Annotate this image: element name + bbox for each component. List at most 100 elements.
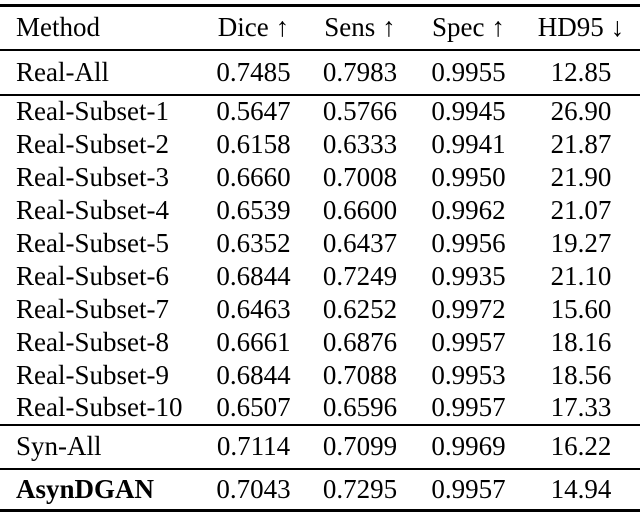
dice-cell: 0.6352: [216, 227, 291, 258]
hd95-cell: 15.60: [550, 293, 612, 324]
up-arrow-icon: ↑: [275, 12, 290, 43]
header-row: Method Dice ↑ Sens ↑ Spec ↑ HD95 ↓: [0, 6, 640, 50]
method-cell: Real-All: [16, 56, 109, 87]
column-header-dice-label: Dice: [217, 12, 269, 43]
group-real-all: Real-All 0.7485 0.7983 0.9955 12.85: [0, 50, 640, 95]
dice-cell: 0.7043: [216, 473, 291, 504]
method-cell: Real-Subset-2: [16, 128, 169, 159]
hd95-cell: 17.33: [550, 392, 612, 422]
column-header-method-label: Method: [16, 12, 100, 43]
hd95-cell: 21.07: [550, 194, 612, 225]
sens-cell: 0.6437: [322, 227, 398, 258]
table-row: Real-Subset-10 0.6507 0.6596 0.9957 17.3…: [0, 392, 640, 425]
method-cell: Real-Subset-7: [16, 293, 169, 324]
spec-cell: 0.9945: [431, 96, 506, 126]
dice-cell: 0.6844: [216, 359, 291, 390]
up-arrow-icon: ↑: [491, 12, 505, 43]
spec-cell: 0.9935: [431, 260, 506, 291]
spec-cell: 0.9969: [431, 431, 506, 461]
column-header-sens: Sens ↑: [305, 6, 415, 50]
sens-cell: 0.6876: [322, 326, 398, 357]
method-cell: Real-Subset-9: [16, 359, 169, 390]
sens-cell: 0.7088: [322, 359, 398, 390]
dice-cell: 0.6539: [216, 194, 291, 225]
group-real-subsets: Real-Subset-1 0.5647 0.5766 0.9945 26.90…: [0, 94, 640, 425]
table-header: Method Dice ↑ Sens ↑ Spec ↑ HD95 ↓: [0, 6, 640, 50]
spec-cell: 0.9962: [431, 194, 506, 225]
method-cell: AsynDGAN: [16, 473, 155, 504]
spec-cell: 0.9950: [431, 161, 506, 192]
up-arrow-icon: ↑: [382, 12, 396, 43]
spec-cell: 0.9956: [431, 227, 506, 258]
dice-cell: 0.6463: [216, 293, 291, 324]
method-cell: Real-Subset-8: [16, 326, 169, 357]
dice-cell: 0.7485: [216, 56, 291, 87]
hd95-cell: 21.87: [550, 128, 612, 159]
column-header-sens-label: Sens: [324, 12, 376, 43]
hd95-cell: 18.16: [550, 326, 612, 357]
dice-cell: 0.5647: [216, 96, 291, 126]
table-row: Real-Subset-3 0.6660 0.7008 0.9950 21.90: [0, 161, 640, 194]
hd95-cell: 16.22: [550, 431, 612, 461]
table-row: Real-Subset-2 0.6158 0.6333 0.9941 21.87: [0, 128, 640, 161]
sens-cell: 0.7249: [322, 260, 398, 291]
dice-cell: 0.6660: [216, 161, 291, 192]
table-row: Syn-All 0.7114 0.7099 0.9969 16.22: [0, 425, 640, 469]
method-cell: Real-Subset-5: [16, 227, 169, 258]
table-row: Real-Subset-1 0.5647 0.5766 0.9945 26.90: [0, 95, 640, 128]
hd95-cell: 19.27: [550, 227, 612, 258]
hd95-cell: 26.90: [550, 96, 612, 126]
sens-cell: 0.6252: [322, 293, 398, 324]
method-cell: Real-Subset-3: [16, 161, 169, 192]
sens-cell: 0.7008: [322, 161, 398, 192]
group-syn-all: Syn-All 0.7114 0.7099 0.9969 16.22: [0, 424, 640, 469]
method-cell: Real-Subset-6: [16, 260, 169, 291]
table-row: AsynDGAN 0.7043 0.7295 0.9957 14.94: [0, 469, 640, 511]
table-row: Real-Subset-5 0.6352 0.6437 0.9956 19.27: [0, 227, 640, 260]
table-row: Real-Subset-6 0.6844 0.7249 0.9935 21.10: [0, 260, 640, 293]
spec-cell: 0.9972: [431, 293, 506, 324]
table-row: Real-Subset-7 0.6463 0.6252 0.9972 15.60: [0, 293, 640, 326]
spec-cell: 0.9941: [431, 128, 506, 159]
table-row: Real-Subset-8 0.6661 0.6876 0.9957 18.16: [0, 326, 640, 359]
column-header-hd95-label: HD95: [537, 12, 604, 43]
table-row: Real-Subset-4 0.6539 0.6600 0.9962 21.07: [0, 194, 640, 227]
sens-cell: 0.7983: [322, 56, 398, 87]
down-arrow-icon: ↓: [610, 12, 625, 43]
spec-cell: 0.9957: [431, 392, 506, 422]
method-cell: Syn-All: [16, 431, 102, 461]
hd95-cell: 21.10: [550, 260, 612, 291]
sens-cell: 0.7099: [322, 431, 398, 461]
spec-cell: 0.9955: [431, 56, 506, 87]
dice-cell: 0.6661: [216, 326, 291, 357]
sens-cell: 0.6333: [322, 128, 398, 159]
sens-cell: 0.5766: [322, 96, 398, 126]
table-row: Real-Subset-9 0.6844 0.7088 0.9953 18.56: [0, 359, 640, 392]
hd95-cell: 12.85: [550, 56, 612, 87]
column-header-dice: Dice ↑: [202, 6, 305, 50]
group-asyndgan: AsynDGAN 0.7043 0.7295 0.9957 14.94: [0, 468, 640, 511]
hd95-cell: 21.90: [550, 161, 612, 192]
sens-cell: 0.6596: [322, 392, 398, 422]
method-cell: Real-Subset-10: [16, 392, 183, 422]
column-header-spec-label: Spec: [432, 12, 485, 43]
dice-cell: 0.7114: [216, 431, 291, 461]
spec-cell: 0.9957: [431, 473, 506, 504]
hd95-cell: 18.56: [550, 359, 612, 390]
method-cell: Real-Subset-4: [16, 194, 169, 225]
spec-cell: 0.9957: [431, 326, 506, 357]
table-row: Real-All 0.7485 0.7983 0.9955 12.85: [0, 50, 640, 95]
dice-cell: 0.6507: [216, 392, 291, 422]
results-table: Method Dice ↑ Sens ↑ Spec ↑ HD95 ↓ Real-All: [0, 4, 640, 512]
column-header-spec: Spec ↑: [415, 6, 522, 50]
spec-cell: 0.9953: [431, 359, 506, 390]
dice-cell: 0.6158: [216, 128, 291, 159]
column-header-method: Method: [0, 6, 202, 50]
method-cell: Real-Subset-1: [16, 96, 169, 126]
hd95-cell: 14.94: [550, 473, 612, 504]
column-header-hd95: HD95 ↓: [522, 6, 640, 50]
sens-cell: 0.7295: [322, 473, 398, 504]
dice-cell: 0.6844: [216, 260, 291, 291]
sens-cell: 0.6600: [322, 194, 398, 225]
